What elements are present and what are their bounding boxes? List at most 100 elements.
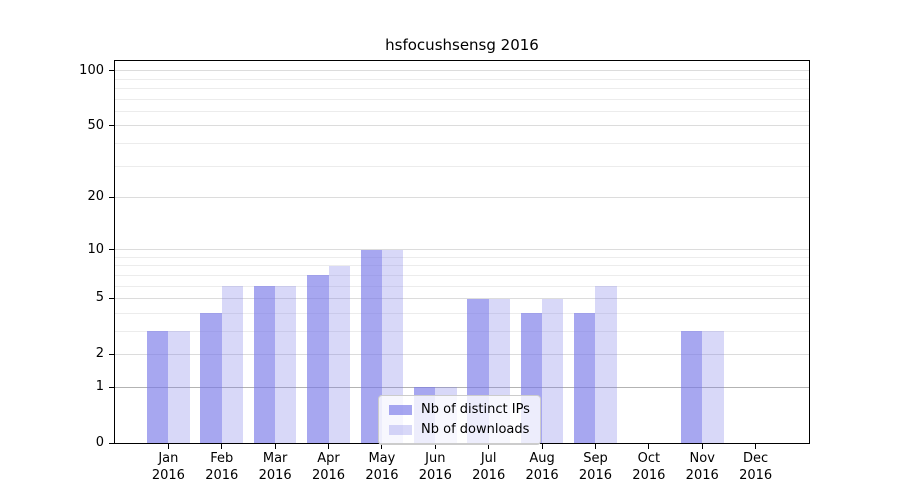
x-tick-mark-feb xyxy=(221,444,223,449)
y-tick-mark-10 xyxy=(109,249,114,251)
x-tick-mark-oct xyxy=(648,444,650,449)
gridline-y-8 xyxy=(115,265,809,267)
x-tick-label-nov: Nov 2016 xyxy=(670,450,734,484)
x-tick-mark-jul xyxy=(488,444,490,449)
x-tick-label-oct: Oct 2016 xyxy=(617,450,681,484)
x-tick-label-year: 2016 xyxy=(151,468,185,483)
x-tick-label-year: 2016 xyxy=(258,468,292,483)
x-tick-label-year: 2016 xyxy=(632,468,666,483)
legend-entry-distinct-ips: Nb of distinct IPs xyxy=(389,403,530,417)
legend-entry-downloads: Nb of downloads xyxy=(389,423,530,437)
gridline-y-7 xyxy=(115,274,809,276)
x-tick-label-year: 2016 xyxy=(525,468,559,483)
x-tick-label-month: Apr xyxy=(317,451,340,466)
bar-downloads-mar xyxy=(275,286,297,443)
x-tick-label-month: Sep xyxy=(583,451,608,466)
chart-title: hsfocushsensg 2016 xyxy=(385,36,539,54)
bar-distinct-ips-feb xyxy=(200,313,222,443)
x-tick-label-may: May 2016 xyxy=(350,450,414,484)
x-tick-label-month: Aug xyxy=(529,451,555,466)
x-tick-label-year: 2016 xyxy=(311,468,346,483)
x-tick-mark-aug xyxy=(541,444,543,449)
bar-distinct-ips-jan xyxy=(147,331,169,443)
y-tick-mark-2 xyxy=(109,353,114,355)
x-tick-label-year: 2016 xyxy=(418,468,452,483)
bar-distinct-ips-nov xyxy=(680,331,703,443)
gridline-y-70 xyxy=(115,98,809,100)
y-tick-label-10: 10 xyxy=(87,241,104,257)
legend-label-distinct-ips: Nb of distinct IPs xyxy=(421,402,530,417)
x-tick-label-year: 2016 xyxy=(685,468,719,483)
y-tick-label-100: 100 xyxy=(79,62,104,78)
x-tick-label-dec: Dec 2016 xyxy=(724,450,788,484)
bar-downloads-may xyxy=(381,249,404,443)
legend: Nb of distinct IPs Nb of downloads xyxy=(378,395,541,445)
y-tick-label-50: 50 xyxy=(87,117,104,133)
gridline-y-30 xyxy=(115,165,809,167)
gridline-y-6 xyxy=(115,285,809,287)
x-tick-label-year: 2016 xyxy=(205,468,239,483)
x-tick-label-month: Nov xyxy=(689,451,715,466)
gridline-y-20 xyxy=(115,196,809,198)
gridline-y-50 xyxy=(115,125,809,127)
bar-downloads-nov xyxy=(702,331,724,443)
gridline-y-100 xyxy=(115,70,809,72)
bar-downloads-aug xyxy=(542,298,564,443)
x-tick-label-month: Jun xyxy=(425,451,446,466)
x-tick-label-jan: Jan 2016 xyxy=(136,450,200,484)
x-tick-label-apr: Apr 2016 xyxy=(297,450,361,484)
y-tick-mark-50 xyxy=(109,125,114,127)
bar-downloads-feb xyxy=(221,286,244,443)
gridline-y-5 xyxy=(115,297,809,299)
bar-downloads-sep xyxy=(595,286,617,443)
x-tick-label-jun: Jun 2016 xyxy=(403,450,467,484)
x-tick-mark-dec xyxy=(755,444,757,449)
legend-swatch-distinct-ips-icon xyxy=(389,405,412,415)
y-tick-mark-0 xyxy=(109,442,114,444)
y-tick-label-0: 0 xyxy=(95,435,104,450)
plot-area: Nb of distinct IPs Nb of downloads xyxy=(109,60,810,449)
x-tick-mark-jun xyxy=(434,444,436,449)
x-tick-mark-jan xyxy=(167,444,169,449)
y-tick-mark-1 xyxy=(109,386,114,388)
x-tick-label-month: Dec xyxy=(743,451,769,466)
y-tick-mark-5 xyxy=(109,297,114,299)
x-tick-mark-mar xyxy=(274,444,276,449)
x-tick-label-feb: Feb 2016 xyxy=(190,450,254,484)
x-tick-label-sep: Sep 2016 xyxy=(563,450,627,484)
x-tick-label-year: 2016 xyxy=(365,468,399,483)
x-tick-label-month: Feb xyxy=(210,451,234,466)
y-tick-label-1: 1 xyxy=(95,379,104,395)
legend-swatch-downloads-icon xyxy=(389,425,412,435)
x-tick-label-jul: Jul 2016 xyxy=(457,450,521,484)
x-tick-label-mar: Mar 2016 xyxy=(243,450,307,484)
bar-downloads-jan xyxy=(168,331,190,443)
x-tick-label-month: Mar xyxy=(262,451,288,466)
legend-label-downloads: Nb of downloads xyxy=(421,422,530,437)
x-tick-label-year: 2016 xyxy=(739,468,773,483)
y-tick-label-20: 20 xyxy=(87,189,104,205)
bar-downloads-apr xyxy=(328,265,350,443)
gridline-y-90 xyxy=(115,78,809,80)
x-tick-label-month: Jan xyxy=(158,451,179,466)
x-tick-mark-sep xyxy=(594,444,596,449)
x-tick-label-month: Oct xyxy=(637,451,661,466)
x-tick-mark-may xyxy=(381,444,383,449)
gridline-y-9 xyxy=(115,256,809,258)
bar-distinct-ips-mar xyxy=(253,286,276,443)
x-tick-mark-nov xyxy=(701,444,703,449)
gridline-y-40 xyxy=(115,142,809,144)
gridline-y-10 xyxy=(115,249,809,251)
gridline-y-60 xyxy=(115,110,809,112)
x-tick-label-month: Jul xyxy=(480,451,497,466)
x-tick-label-aug: Aug 2016 xyxy=(510,450,574,484)
y-tick-label-5: 5 xyxy=(95,290,104,306)
bar-distinct-ips-may xyxy=(360,249,382,443)
y-tick-mark-100 xyxy=(109,70,114,72)
x-tick-label-year: 2016 xyxy=(578,468,612,483)
y-tick-label-2: 2 xyxy=(95,346,104,362)
gridline-y-80 xyxy=(115,88,809,90)
x-tick-label-month: May xyxy=(368,451,396,466)
bar-distinct-ips-apr xyxy=(307,275,329,443)
